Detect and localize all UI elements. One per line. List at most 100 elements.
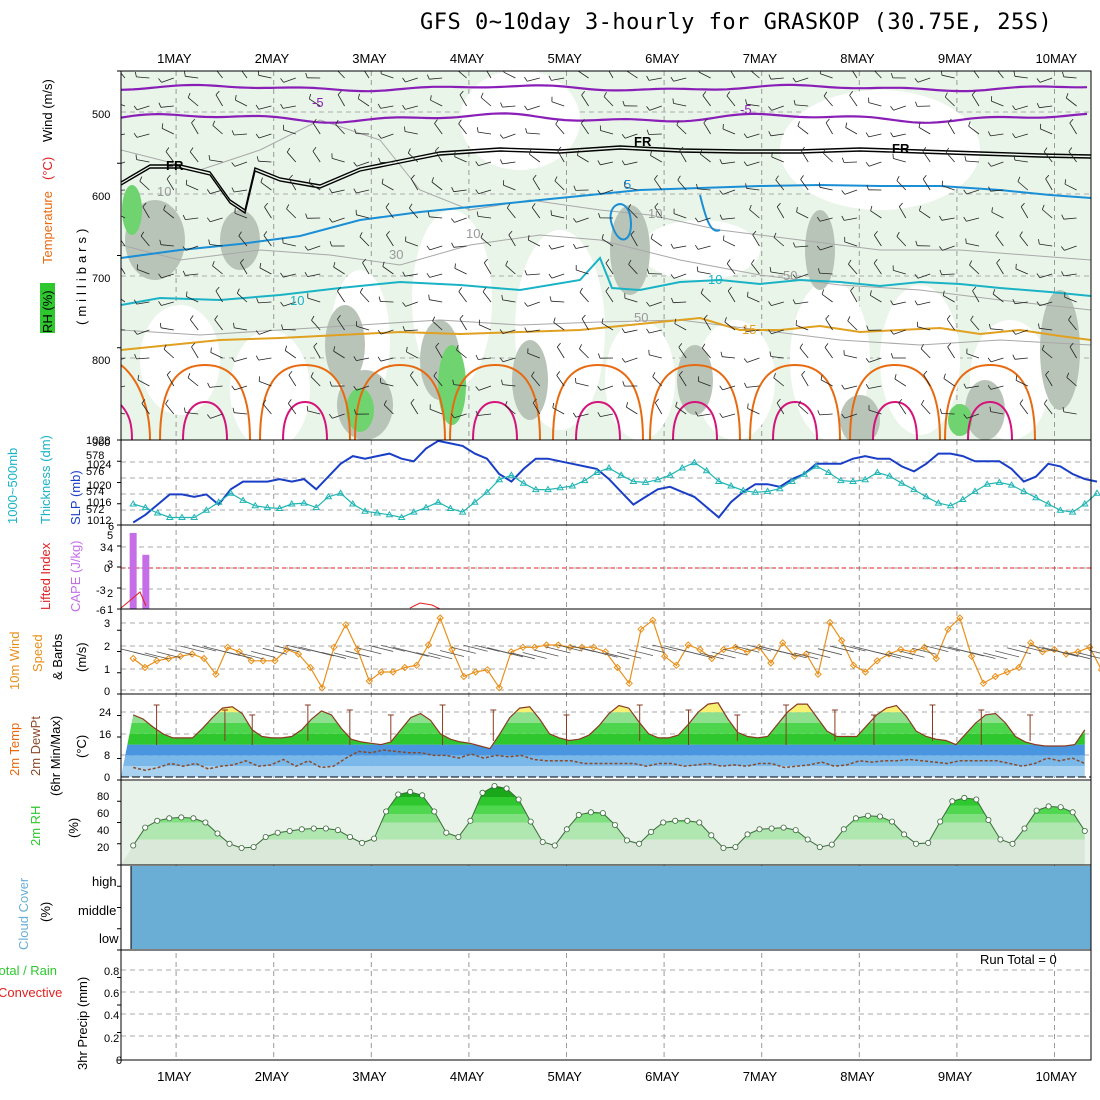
contour-label-fr: FR — [634, 134, 652, 149]
wind-barb — [551, 300, 565, 303]
wind-barb-flag — [899, 202, 903, 207]
wind-barb-flag — [945, 147, 950, 153]
wind-barb-flag — [841, 190, 846, 195]
surface-wind-barb — [156, 651, 181, 659]
wind-barb-flag — [703, 314, 708, 320]
wind-barb-flag — [191, 118, 196, 124]
wind-barb — [893, 158, 906, 163]
thickness-point — [446, 504, 455, 511]
wind-barb — [678, 347, 687, 359]
wind-barb-flag — [821, 289, 825, 295]
contour-labels: -5 -5 FR FR FR 5 10 10 15 10 10 10 30 50… — [157, 95, 910, 337]
wind-barb — [601, 238, 614, 247]
wind-barb — [746, 103, 760, 107]
wind-barb — [332, 217, 345, 223]
wind-speed-point — [271, 657, 279, 665]
tick-precip-04: 0.4 — [104, 1010, 119, 1022]
wind-barb-flag — [212, 260, 215, 266]
wind-barb — [555, 123, 565, 135]
thickness-point — [434, 498, 443, 505]
wind-barb — [771, 105, 784, 111]
wind-speed-point — [365, 677, 374, 685]
temperature-band — [121, 744, 1085, 756]
wind-barb — [1015, 133, 1028, 139]
wind-barb — [137, 329, 150, 335]
wind-barb-flag — [792, 77, 797, 83]
wind-speed-point — [837, 636, 846, 645]
wind-barb — [799, 347, 809, 359]
wind-barb-flag — [550, 210, 552, 216]
contour-plus20 — [649, 363, 741, 440]
wind-barb-flag — [255, 355, 259, 361]
wind-speed-point — [861, 668, 870, 676]
rh-point — [840, 826, 847, 833]
wind-barb — [312, 150, 321, 163]
thickness-point — [397, 513, 406, 520]
thickness-point — [702, 466, 711, 474]
wind-barb-flag — [239, 63, 242, 67]
wind-barb-flag — [1013, 155, 1016, 161]
wind-barb — [506, 207, 516, 219]
panel-borders — [117, 70, 1092, 1061]
wind-barb — [673, 245, 687, 249]
tick-precip-02: 0.2 — [104, 1033, 119, 1045]
wind-barb — [258, 74, 272, 79]
thickness-point — [995, 478, 1004, 485]
wind-barb — [356, 214, 370, 219]
wind-barb-flag — [524, 327, 528, 333]
wind-barb-flag — [847, 316, 851, 322]
wind-barb-flag — [458, 119, 462, 125]
wind-barb — [1039, 273, 1053, 279]
wind-barb-flag — [579, 344, 582, 349]
wind-barb-flag — [963, 383, 967, 389]
wind-barb-flag — [671, 297, 674, 303]
wind-barb — [965, 160, 980, 163]
contour-label-5: 5 — [624, 177, 631, 192]
wind-label: Wind (m/s) — [40, 79, 55, 142]
wind-speed-point — [1026, 639, 1035, 647]
wind-barb-flag — [381, 178, 384, 184]
wind-barb — [873, 234, 882, 247]
contour-plus10 — [121, 256, 1091, 306]
wind-barb — [726, 95, 736, 107]
rh-band — [121, 839, 1085, 865]
thickness-point — [361, 507, 369, 514]
surface-wind-barb — [1089, 650, 1100, 654]
wind-barb — [844, 413, 858, 419]
wind-barb-flag — [501, 379, 503, 385]
wind-barb-flag — [410, 174, 415, 180]
wind-barb — [649, 301, 662, 307]
thickness-point — [263, 503, 272, 511]
wind-barb-flag — [972, 286, 977, 292]
rh-label: RH (%) — [40, 290, 55, 333]
wind-barb — [283, 273, 296, 278]
wind-barb-flag — [1061, 271, 1065, 277]
wind-barb — [1015, 268, 1028, 275]
slp-line — [132, 439, 1098, 524]
wind-barb — [1043, 151, 1053, 163]
wind-barb-flag — [621, 160, 626, 166]
wind-barb-flag — [337, 90, 342, 95]
wind-barb-flag — [231, 130, 235, 136]
contour-label-minus5: -5 — [740, 102, 752, 117]
wind-barb-flag — [696, 266, 699, 272]
wind-barb — [730, 71, 736, 79]
wind-barb — [1015, 105, 1028, 111]
wind-barb — [430, 99, 443, 107]
wind-barb — [482, 291, 492, 303]
wind-barb — [923, 374, 931, 387]
date-label-top: 10MAY — [1036, 51, 1078, 66]
wind-barb-flag — [553, 317, 556, 323]
wind-barb-flag — [989, 406, 991, 412]
wind-barb — [186, 184, 199, 191]
wind-barb-flag — [845, 122, 848, 128]
date-labels-top: 1MAY 2MAY 3MAY 4MAY 5MAY 6MAY 7MAY 8MAY 9MAY 10MA… — [157, 51, 1077, 66]
wind-barb-flag — [890, 330, 894, 335]
wind-barb-flag — [1012, 105, 1016, 110]
wind-speed-point — [1015, 663, 1023, 672]
wind-barb-flag — [142, 202, 147, 208]
temperature-band — [121, 755, 1085, 767]
wind-barb — [189, 151, 199, 163]
contour-label-fr: FR — [166, 158, 184, 173]
rh-point — [780, 824, 787, 831]
